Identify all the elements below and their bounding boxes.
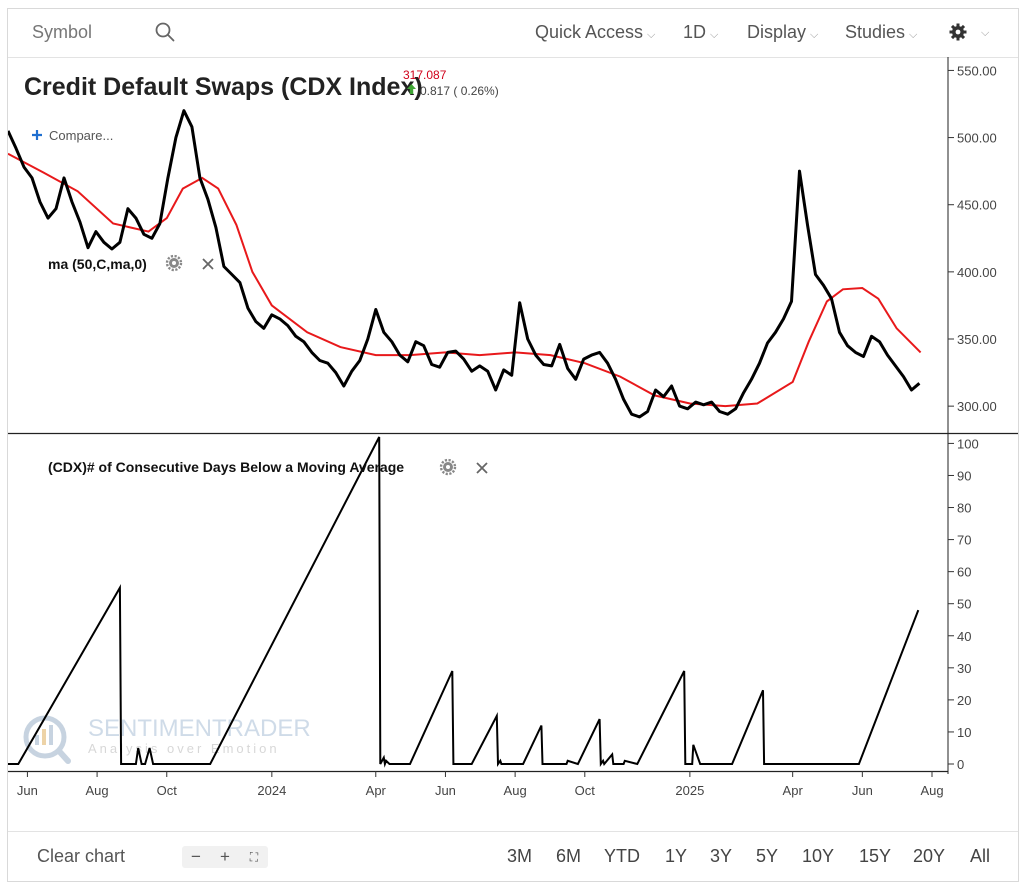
toolbar: Symbol Quick Access ⌵ 1D ⌵ Display ⌵ Studie… xyxy=(8,9,1018,58)
price-y-axis: 300.00 350.00 400.00 450.00 500.00 550.00 xyxy=(948,63,997,414)
range-button-3m[interactable]: 3M xyxy=(507,846,533,866)
indicator-y-tick-label: 50 xyxy=(957,597,971,612)
zoom-in-button[interactable]: + xyxy=(220,847,230,866)
range-button-15y[interactable]: 15Y xyxy=(859,846,892,866)
x-tick-label: Apr xyxy=(783,783,804,798)
x-tick-label: Apr xyxy=(366,783,387,798)
chart-title: Credit Default Swaps (CDX Index) xyxy=(24,73,423,101)
indicator-y-tick-label: 20 xyxy=(957,693,971,708)
moving-average-line xyxy=(8,152,922,408)
range-button-3y[interactable]: 3Y xyxy=(710,846,733,866)
compare-button[interactable]: Compare... xyxy=(32,128,113,143)
range-button-6m[interactable]: 6M xyxy=(556,846,582,866)
x-tick-label: Aug xyxy=(86,783,109,798)
settings-gear-icon[interactable] xyxy=(948,22,968,42)
price-y-tick-label: 300.00 xyxy=(957,399,997,414)
watermark-brand: SENTIMENTRADER xyxy=(88,715,311,742)
symbol-input[interactable]: Symbol xyxy=(32,22,93,42)
up-arrow-icon xyxy=(407,84,416,94)
plus-icon xyxy=(32,130,42,140)
price-y-tick-label: 550.00 xyxy=(957,63,997,78)
indicator-y-tick-label: 90 xyxy=(957,468,971,483)
indicator-y-tick-label: 10 xyxy=(957,725,971,740)
display-menu[interactable]: Display ⌵ xyxy=(747,22,818,43)
ma-study-label: ma (50,C,ma,0) xyxy=(48,256,147,272)
quick-access-label: Quick Access xyxy=(535,22,644,42)
watermark: SENTIMENTRADER Analysis over Emotion xyxy=(23,715,311,764)
x-tick-label: Jun xyxy=(435,783,456,798)
price-change: 0.817 ( 0.26%) xyxy=(420,84,499,98)
search-icon[interactable] xyxy=(154,21,176,43)
indicator-y-tick-label: 70 xyxy=(957,533,971,548)
indicator-y-tick-label: 80 xyxy=(957,501,971,516)
chart-area[interactable]: SENTIMENTRADER Analysis over Emotion 300… xyxy=(8,9,1018,831)
indicator-y-tick-label: 0 xyxy=(957,757,964,772)
interval-menu[interactable]: 1D ⌵ xyxy=(683,22,718,43)
price-y-tick-label: 400.00 xyxy=(957,265,997,280)
compare-label: Compare... xyxy=(49,128,113,143)
chevron-down-icon: ⌵ xyxy=(647,29,656,41)
zoom-controls: − + ⛶ xyxy=(182,846,268,868)
indicator-y-tick-label: 30 xyxy=(957,661,971,676)
ma-settings-gear-icon[interactable] xyxy=(165,254,183,272)
consecutive-days-line xyxy=(8,436,920,768)
last-price: 317.087 xyxy=(403,68,447,82)
clear-chart-button[interactable]: Clear chart xyxy=(37,846,126,866)
x-tick-label: 2024 xyxy=(257,783,286,798)
range-button-10y[interactable]: 10Y xyxy=(802,846,835,866)
studies-menu[interactable]: Studies ⌵ xyxy=(845,22,917,43)
x-tick-label: Oct xyxy=(157,783,178,798)
studies-label: Studies xyxy=(845,22,906,42)
range-button-1y[interactable]: 1Y xyxy=(665,846,688,866)
indicator-y-tick-label: 60 xyxy=(957,565,971,580)
indicator-y-tick-label: 100 xyxy=(957,436,979,451)
range-button-ytd[interactable]: YTD xyxy=(604,846,640,866)
x-tick-label: Aug xyxy=(504,783,527,798)
indicator-y-tick-label: 40 xyxy=(957,629,971,644)
chevron-down-icon: ⌵ xyxy=(909,29,918,41)
chevron-down-icon[interactable]: ⌵ xyxy=(981,27,990,39)
bottom-bar: Clear chart − + ⛶ 3M 6M YTD 1Y 3Y 5Y 10Y 15Y 20Y… xyxy=(8,831,1018,882)
indicator-y-axis: 0 10 20 30 40 50 60 70 80 90 100 xyxy=(948,436,979,772)
range-button-5y[interactable]: 5Y xyxy=(756,846,779,866)
chevron-down-icon: ⌵ xyxy=(810,29,819,41)
x-tick-label: Aug xyxy=(920,783,943,798)
x-axis: Jun Aug Oct 2024 Apr Jun Aug Oct 2025 Apr Jun Aug xyxy=(17,771,944,798)
consec-settings-gear-icon[interactable] xyxy=(439,458,457,476)
price-y-tick-label: 450.00 xyxy=(957,198,997,213)
x-tick-label: 2025 xyxy=(675,783,704,798)
x-tick-label: Jun xyxy=(17,783,38,798)
zoom-out-button[interactable]: − xyxy=(191,847,201,866)
price-y-tick-label: 500.00 xyxy=(957,131,997,146)
ma-remove-close-icon[interactable] xyxy=(202,258,214,270)
x-tick-label: Oct xyxy=(575,783,596,798)
price-y-tick-label: 350.00 xyxy=(957,332,997,347)
consec-remove-close-icon[interactable] xyxy=(476,462,488,474)
x-tick-label: Jun xyxy=(852,783,873,798)
quick-access-menu[interactable]: Quick Access ⌵ xyxy=(535,22,655,43)
display-label: Display xyxy=(747,22,807,42)
price-line xyxy=(8,109,921,419)
range-button-all[interactable]: All xyxy=(970,846,991,866)
chevron-down-icon: ⌵ xyxy=(710,29,719,41)
range-button-20y[interactable]: 20Y xyxy=(913,846,946,866)
interval-label: 1D xyxy=(683,22,707,42)
watermark-tagline: Analysis over Emotion xyxy=(88,741,280,756)
chart-window: Symbol Quick Access ⌵ 1D ⌵ Display ⌵ Studie… xyxy=(7,8,1019,882)
consec-study-label: (CDX)# of Consecutive Days Below a Movin… xyxy=(48,459,404,475)
fullscreen-icon[interactable]: ⛶ xyxy=(249,850,259,864)
